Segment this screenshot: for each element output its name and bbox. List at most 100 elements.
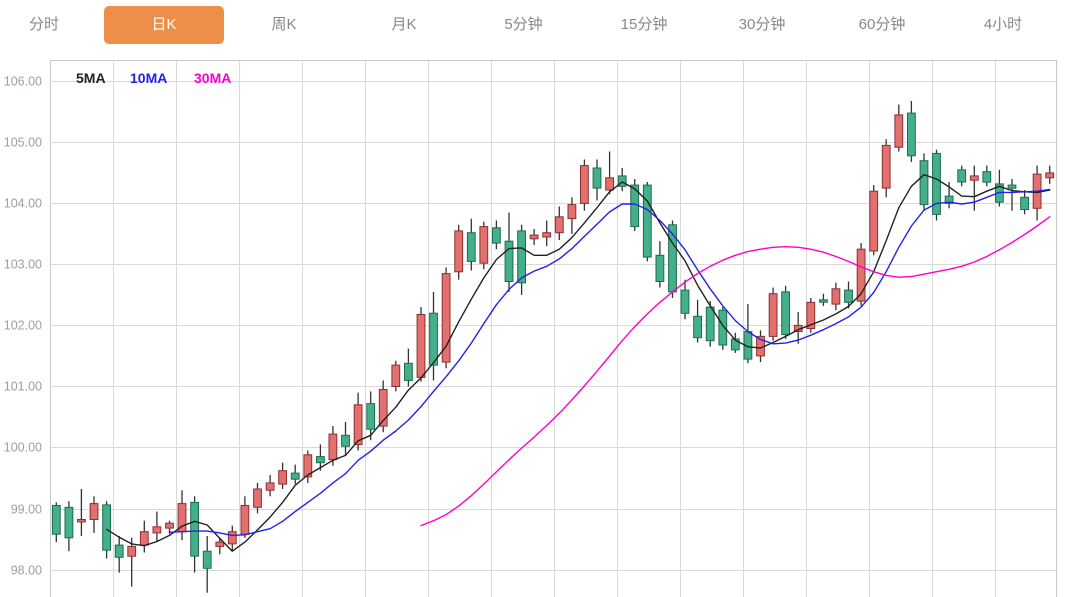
tab-3[interactable]: 月K (374, 6, 434, 44)
candle (856, 243, 866, 306)
candle (642, 182, 652, 262)
candle (64, 501, 74, 552)
ma-legend-item-10ma: 10MA (130, 70, 167, 86)
candle (705, 301, 715, 347)
candle-body (529, 234, 539, 240)
tab-label: 月K (391, 16, 417, 33)
candle-body (881, 144, 891, 189)
candle-body (240, 505, 250, 535)
candle (1045, 165, 1055, 184)
candle (580, 159, 589, 211)
candle-body (102, 504, 111, 551)
candle (492, 220, 501, 250)
tab-4[interactable]: 5分钟 (486, 6, 561, 44)
candle (504, 212, 514, 292)
candle (479, 221, 489, 270)
candle (215, 537, 225, 555)
candle-body (831, 288, 841, 305)
ma-legend-item-30ma: 30MA (194, 70, 231, 86)
tab-label: 15分钟 (620, 16, 668, 33)
candle (404, 348, 413, 387)
candle (982, 165, 992, 187)
candle-body (1020, 196, 1030, 211)
candle-body (114, 544, 124, 558)
candlestick-chart[interactable]: 98.00 99.00 100.00 101.00 102.00 103.00 104.00… (0, 50, 1088, 597)
candle-body (542, 232, 552, 238)
candle (429, 291, 438, 381)
y-axis-tick-label: 101.00 (4, 380, 42, 394)
candle (227, 525, 237, 550)
candle (517, 224, 527, 295)
candle (919, 153, 929, 211)
candle-body (932, 152, 941, 215)
candle (51, 502, 61, 543)
period-tab-bar[interactable]: 分时 日K 周K 月K 5分钟 15分钟 30分钟 60分钟 4小时 (0, 0, 1088, 50)
candle-body (89, 503, 99, 521)
tab-6[interactable]: 30分钟 (722, 6, 802, 44)
candle-body (655, 254, 665, 283)
candle (290, 464, 300, 485)
y-axis-tick-label: 105.00 (4, 136, 42, 150)
candle-body (856, 248, 866, 302)
candle (957, 165, 967, 187)
candle (316, 444, 325, 471)
candle-body (517, 230, 527, 284)
candle (177, 490, 187, 541)
candle-body (278, 470, 288, 485)
candle (378, 380, 388, 433)
candle (730, 332, 740, 353)
candle (454, 224, 464, 280)
candle-body (353, 404, 363, 445)
candle-body (366, 403, 376, 430)
tab-label: 5分钟 (504, 16, 543, 33)
candle (907, 100, 916, 162)
candle (1020, 190, 1030, 215)
candle-body (894, 114, 904, 148)
tab-1[interactable]: 日K (104, 6, 224, 44)
candle (303, 450, 313, 483)
candle (605, 151, 615, 195)
candle (127, 537, 137, 587)
candle-body (202, 550, 212, 569)
candle-body (957, 169, 967, 183)
candle-body (265, 482, 275, 491)
tab-7[interactable]: 60分钟 (842, 6, 922, 44)
candle-body (907, 112, 916, 157)
candle-body (567, 204, 577, 220)
candle (617, 168, 627, 192)
candle (995, 169, 1004, 207)
tab-2[interactable]: 周K (254, 6, 314, 44)
candle-body (77, 519, 86, 523)
candle-body (479, 226, 489, 264)
candle (881, 139, 891, 198)
candle-body (492, 227, 501, 244)
tab-0[interactable]: 分时 (14, 6, 74, 44)
y-axis-tick-label: 100.00 (4, 441, 42, 455)
candle-body (680, 289, 690, 314)
candle-body (580, 165, 589, 204)
candle-body (718, 309, 728, 346)
candle-body (290, 472, 300, 480)
candle (341, 421, 350, 455)
candle (542, 220, 552, 247)
candle-body (227, 531, 237, 545)
candle (932, 149, 941, 221)
y-axis-tick-label: 104.00 (4, 197, 42, 211)
candle (253, 482, 262, 514)
candle-body (152, 526, 162, 534)
candle-body (592, 167, 602, 189)
candle-body (127, 545, 137, 557)
candle (869, 185, 879, 256)
candle (668, 220, 677, 298)
candle-body (51, 505, 61, 535)
candle (466, 218, 476, 271)
candle-body (1045, 172, 1055, 179)
candle-body (328, 433, 338, 461)
candle (894, 104, 904, 152)
tab-8[interactable]: 4小时 (968, 6, 1038, 44)
tab-5[interactable]: 15分钟 (604, 6, 684, 44)
ma-line-30ma (420, 216, 1051, 527)
candle (114, 536, 124, 573)
candle-body (404, 362, 413, 381)
candle-body (316, 456, 325, 464)
